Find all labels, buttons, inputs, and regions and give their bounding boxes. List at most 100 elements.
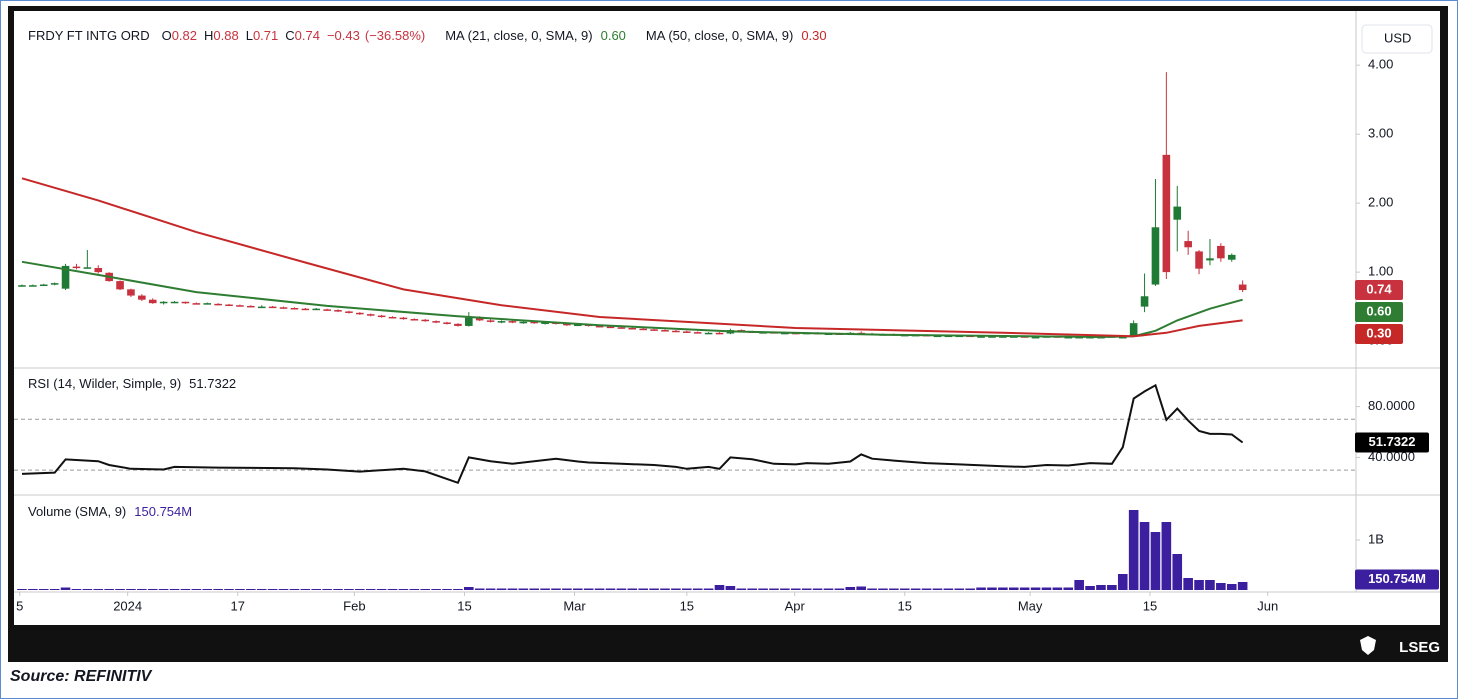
volume-bar — [1139, 522, 1150, 590]
volume-bar — [1041, 587, 1052, 590]
volume-bar — [605, 588, 616, 590]
candle-body — [1129, 323, 1138, 337]
x-tick-label: 17 — [231, 598, 245, 613]
currency-button[interactable] — [1361, 24, 1433, 54]
candle-body — [715, 332, 724, 335]
volume-bar — [289, 589, 300, 590]
candle-body — [682, 331, 691, 333]
candle-body — [606, 326, 615, 329]
volume-bar — [1237, 582, 1248, 590]
volume-bar — [529, 588, 540, 590]
x-tick-label: 2024 — [113, 598, 142, 613]
volume-bar — [376, 589, 387, 590]
volume-bar — [38, 589, 49, 590]
candle-body — [377, 315, 386, 318]
x-tick-label: Jun — [1257, 598, 1278, 613]
rsi-tick-label: 80.0000 — [1368, 398, 1415, 413]
legend-key: H — [204, 28, 213, 43]
volume-bar — [954, 588, 965, 590]
legend-value: 0.71 — [253, 28, 278, 43]
candle-body — [1195, 251, 1203, 269]
volume-bar — [573, 588, 583, 590]
ma-line — [21, 260, 1243, 339]
volume-bar — [355, 589, 365, 590]
volume-bar — [126, 589, 136, 590]
plot-background — [14, 11, 1440, 625]
volume-bar — [431, 589, 441, 590]
candle-body — [323, 309, 331, 311]
volume-bar — [474, 588, 485, 590]
candle-body — [639, 328, 648, 331]
candle-body — [170, 301, 179, 304]
x-tick-label: May — [1018, 598, 1043, 613]
y-tick-label: 2.00 — [1368, 195, 1393, 210]
volume-bar — [1128, 510, 1139, 590]
price-badge — [1355, 280, 1403, 301]
candle-body — [312, 308, 321, 311]
volume-bar — [562, 588, 572, 590]
volume-bar — [158, 589, 169, 590]
volume-bar — [856, 586, 866, 590]
candle-body — [138, 295, 146, 300]
rsi-badge-label: 51.7322 — [1369, 434, 1416, 449]
candle-body — [257, 306, 266, 309]
candle-body — [999, 336, 1007, 338]
ma-line — [21, 177, 1243, 338]
candle-body — [541, 322, 549, 324]
candle-body — [225, 304, 233, 307]
candle-body — [563, 323, 571, 326]
volume-bar — [322, 589, 332, 590]
volume-bar — [921, 588, 932, 590]
volume-bar — [169, 589, 180, 590]
volume-bar — [1150, 532, 1161, 590]
volume-bar — [1194, 580, 1204, 590]
candle-body — [83, 267, 92, 269]
volume-bar — [1107, 585, 1117, 590]
volume-bar — [202, 589, 213, 590]
candle-body — [421, 319, 430, 322]
candle-body — [356, 312, 364, 315]
candle-body — [574, 324, 582, 327]
candle-body — [977, 336, 985, 338]
candle-body — [72, 266, 81, 269]
source-note: Source: REFINITIV — [10, 668, 153, 685]
volume-bar — [943, 588, 954, 590]
candle-body — [1173, 206, 1182, 220]
candle-body — [203, 303, 212, 305]
y-tick-label: 1.00 — [1368, 264, 1393, 279]
volume-bar — [496, 588, 507, 590]
candle-body — [410, 319, 419, 321]
volume-tick-label: 1B — [1368, 531, 1384, 546]
volume-bar — [1030, 587, 1041, 590]
symbol: FRDY FT INTG ORD — [28, 28, 150, 43]
candle-body — [39, 284, 48, 287]
volume-bar — [780, 588, 790, 590]
candle-body — [988, 336, 996, 338]
x-tick-label: Feb — [343, 598, 365, 613]
candle-body — [61, 265, 70, 289]
volume-bar — [976, 587, 986, 590]
volume-bar — [801, 588, 812, 590]
candle-body — [366, 314, 375, 316]
volume-bar — [333, 589, 343, 590]
volume-bar — [82, 589, 93, 590]
volume-bar — [1052, 587, 1063, 590]
legend-value: 0.74 — [295, 28, 320, 43]
volume-bar — [300, 589, 311, 590]
volume-bar — [910, 588, 921, 590]
candle-body — [268, 306, 277, 309]
price-badge-label: 0.74 — [1366, 281, 1392, 296]
candle-body — [519, 321, 528, 324]
volume-bar — [736, 588, 747, 590]
volume-bar — [769, 588, 779, 590]
volume-bar — [235, 589, 245, 590]
candle-body — [595, 325, 604, 328]
candle-body — [279, 307, 288, 309]
ma-name: MA (21, close, 0, SMA, 9) — [445, 28, 592, 43]
volume-bar — [387, 589, 398, 590]
change-pct: (−36.58%) — [365, 28, 425, 43]
ma-name: MA (50, close, 0, SMA, 9) — [646, 28, 793, 43]
currency-label[interactable]: USD — [1384, 30, 1411, 45]
y-tick-label: 3.00 — [1368, 126, 1393, 141]
